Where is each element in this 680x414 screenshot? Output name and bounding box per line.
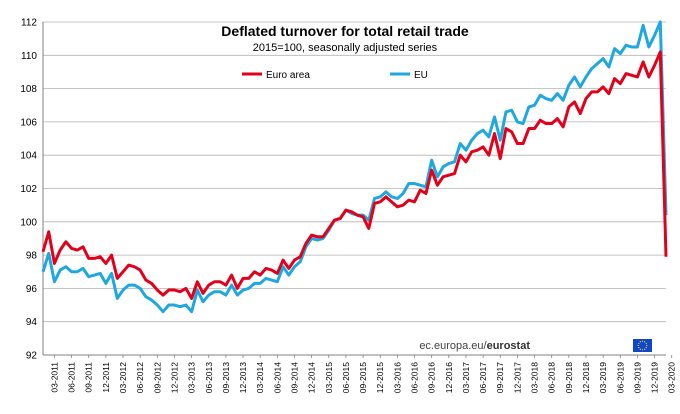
eu-flag-stars-icon [637, 340, 648, 351]
x-tick-label: 12-2013 [238, 362, 248, 393]
flag-star [637, 344, 639, 347]
x-tick-label: 03-2012 [118, 362, 128, 393]
flag-star [641, 340, 644, 342]
x-tick-label: 09-2013 [221, 362, 231, 393]
x-tick-label: 09-2015 [358, 362, 368, 393]
y-tick-label: 112 [21, 18, 37, 29]
x-tick-label: 03-2011 [49, 362, 59, 393]
y-tick-label: 98 [26, 251, 38, 262]
y-tick-label: 104 [20, 151, 37, 162]
x-tick-label: 12-2014 [307, 362, 317, 393]
x-tick-label: 12-2017 [512, 362, 522, 393]
source-prefix: ec.europa.eu/ [419, 340, 487, 352]
series-line-euro-area [41, 50, 668, 300]
source-text: ec.europa.eu/eurostat [419, 340, 530, 352]
source-credit: ec.europa.eu/eurostat [419, 339, 652, 352]
axes [42, 22, 673, 358]
x-tick-label: 03-2019 [598, 362, 608, 393]
x-tick-label: 09-2016 [427, 362, 437, 393]
x-tick-label: 06-2013 [204, 362, 214, 393]
y-tick-label: 108 [20, 84, 37, 95]
x-tick-label: 09-2012 [152, 362, 162, 393]
chart-title: Deflated turnover for total retail trade [221, 23, 469, 39]
y-tick-label: 110 [21, 51, 37, 62]
x-tick-label: 12-2015 [375, 362, 385, 393]
legend: Euro area EU [242, 70, 428, 81]
x-tick-label: 12-2011 [101, 362, 111, 393]
x-tick-label: 06-2018 [547, 362, 557, 393]
x-tick-label: 03-2020 [667, 362, 677, 393]
source-brand: eurostat [487, 340, 531, 352]
eu-flag-icon [633, 339, 652, 352]
x-tick-label: 06-2011 [67, 362, 77, 393]
x-tick-label: 06-2015 [341, 362, 351, 393]
legend-label-eu: EU [414, 70, 428, 81]
flag-star [639, 348, 641, 350]
flag-star [644, 341, 646, 343]
flag-star [638, 347, 640, 349]
flag-star [641, 349, 644, 351]
x-tick-label: 06-2019 [615, 362, 625, 393]
flag-star [644, 348, 646, 350]
gridlines [43, 21, 666, 356]
x-tick-label: 03-2018 [530, 362, 540, 393]
x-tick-label: 06-2017 [478, 362, 488, 393]
x-tick-label: 12-2018 [581, 362, 591, 393]
x-tick-label: 03-2015 [324, 362, 334, 393]
flag-star [646, 344, 648, 347]
x-tick-label: 09-2011 [84, 362, 94, 393]
x-tick-label: 06-2014 [272, 362, 282, 393]
x-tick-label: 03-2016 [392, 362, 402, 393]
x-tick-label: 09-2018 [564, 362, 574, 393]
x-tick-label: 09-2014 [289, 362, 299, 393]
y-tick-label: 92 [26, 351, 38, 362]
x-tick-label: 09-2019 [632, 362, 642, 393]
flag-star [639, 341, 641, 343]
x-tick-label: 06-2012 [135, 362, 145, 393]
x-tick-label: 12-2016 [444, 362, 454, 393]
y-tick-label: 102 [20, 184, 37, 195]
x-tick-label: 12-2019 [650, 362, 660, 393]
y-tick-label: 94 [26, 317, 38, 328]
x-tick-label: 03-2014 [255, 362, 265, 393]
x-tick-label: 12-2012 [169, 362, 179, 393]
y-tick-label: 100 [20, 217, 37, 228]
flag-star [645, 347, 647, 349]
axis-labels: 92 94 96 98 100 102 104 106 108 110 112 03-2011 06-2… [20, 18, 676, 394]
x-tick-label: 03-2013 [187, 362, 197, 393]
series-lines [41, 20, 668, 314]
x-tick-label: 09-2017 [495, 362, 505, 393]
legend-label-euro-area: Euro area [266, 70, 310, 81]
x-tick-label: 03-2017 [461, 362, 471, 393]
flag-star [638, 342, 640, 344]
x-tick-label: 06-2016 [410, 362, 420, 393]
flag-star [645, 342, 647, 344]
y-tick-label: 106 [20, 117, 37, 128]
chart-subtitle: 2015=100, seasonally adjusted series [253, 42, 438, 54]
y-tick-label: 96 [26, 284, 38, 295]
